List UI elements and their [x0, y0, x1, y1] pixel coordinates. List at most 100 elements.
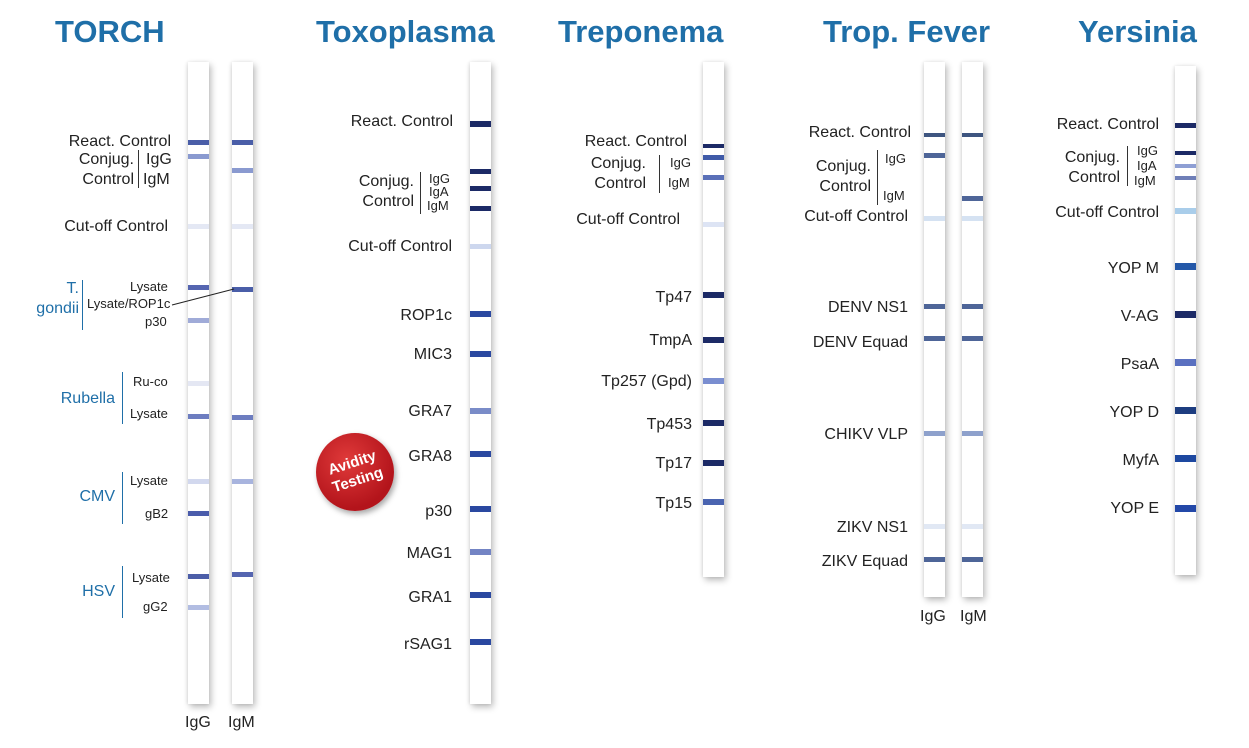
band-denv-equad [924, 336, 945, 341]
trop-fever-zikv-equad-label: ZIKV Equad [821, 553, 908, 570]
torch-rop1c-leader-line [171, 288, 235, 306]
torch-conjug-divider [138, 150, 139, 188]
band-cutoff [188, 224, 209, 229]
treponema-tp257-label: Tp257 (Gpd) [601, 373, 692, 390]
trop-fever-igg-strip-label: IgG [920, 608, 946, 625]
band-hsv-gg2 [188, 605, 209, 610]
treponema-cutoff-label: Cut-off Control [576, 211, 680, 228]
yersinia-myfa-label: MyfA [1122, 452, 1159, 469]
toxoplasma-p30-label: p30 [425, 503, 452, 520]
band-conjug-igg [188, 154, 209, 159]
treponema-control-label: Control [594, 175, 646, 192]
band-chikv-vlp [924, 431, 945, 436]
band-rubella-lysate [188, 414, 209, 419]
torch-igg-strip [188, 62, 209, 704]
torch-cmv-gb2-label: gB2 [145, 506, 169, 521]
torch-igm-strip-label: IgM [228, 714, 255, 731]
trop-fever-denv-equad-label: DENV Equad [812, 334, 908, 351]
band-denv-ns1 [962, 304, 983, 309]
band-react-control [703, 144, 724, 148]
trop-fever-react-control-label: React. Control [808, 124, 911, 141]
trop-fever-control-label: Control [819, 178, 871, 195]
band-react-control [962, 133, 983, 137]
band-conjug-iga [470, 186, 491, 191]
band-zikv-ns1 [962, 524, 983, 529]
band-tp257 [703, 378, 724, 384]
band-conjug-igm [470, 206, 491, 211]
treponema-tp453-label: Tp453 [646, 416, 692, 433]
band-cutoff [962, 216, 983, 221]
toxoplasma-mic3-label: MIC3 [413, 346, 452, 363]
band-conjug-igg [924, 153, 945, 158]
toxoplasma-title: Toxoplasma [316, 14, 495, 49]
toxoplasma-mag1-label: MAG1 [406, 545, 452, 562]
torch-cmv-bracket [122, 472, 123, 524]
torch-cutoff-label: Cut-off Control [64, 218, 168, 235]
trop-fever-igg-strip [924, 62, 945, 597]
trop-fever-igm-label: IgM [883, 188, 905, 203]
toxoplasma-cutoff-label: Cut-off Control [348, 238, 452, 255]
band-p30 [470, 506, 491, 512]
band-cutoff [1175, 208, 1196, 214]
band-tgondii-p30 [188, 318, 209, 323]
torch-tgondii-bracket [82, 280, 83, 330]
toxoplasma-react-control-label: React. Control [350, 113, 453, 130]
yersinia-conjug-label: Conjug. [1064, 149, 1120, 166]
yersinia-control-label: Control [1068, 169, 1120, 186]
band-mag1 [470, 549, 491, 555]
yersinia-igm-label: IgM [1134, 173, 1156, 188]
treponema-conjug-label: Conjug. [590, 155, 646, 172]
torch-rubella-label: Rubella [60, 390, 115, 407]
band-cutoff [470, 244, 491, 249]
torch-hsv-gg2-label: gG2 [143, 599, 168, 614]
band-tp453 [703, 420, 724, 426]
treponema-igg-label: IgG [670, 155, 691, 170]
treponema-conjug-divider [659, 155, 660, 193]
trop-fever-igm-strip [962, 62, 983, 597]
band-tgondii-lysate-rop1c [232, 287, 253, 292]
torch-tgondii-lysate-rop1c-label: Lysate/ROP1c [87, 296, 171, 311]
treponema-tp15-label: Tp15 [655, 495, 692, 512]
treponema-tp17-label: Tp17 [655, 455, 692, 472]
toxoplasma-iga-label: IgA [429, 184, 449, 199]
torch-tgondii-p30-label: p30 [145, 314, 167, 329]
band-rubella-ruco [188, 381, 209, 386]
trop-fever-conjug-divider [877, 150, 878, 205]
band-cmv-lysate [232, 479, 253, 484]
trop-fever-igg-label: IgG [885, 151, 906, 166]
band-tp47 [703, 292, 724, 298]
treponema-title: Treponema [558, 14, 724, 49]
band-chikv-vlp [962, 431, 983, 436]
band-conjug-iga [1175, 164, 1196, 168]
band-tp17 [703, 460, 724, 466]
yersinia-igg-label: IgG [1137, 143, 1158, 158]
treponema-igm-label: IgM [668, 175, 690, 190]
toxoplasma-igg-label: IgG [429, 171, 450, 186]
torch-cmv-label: CMV [79, 488, 115, 505]
band-cmv-lysate [188, 479, 209, 484]
torch-igg-label: IgG [146, 151, 172, 168]
trop-fever-conjug-label: Conjug. [815, 158, 871, 175]
yersinia-react-control-label: React. Control [1056, 116, 1159, 133]
yersinia-strip [1175, 66, 1196, 575]
band-denv-equad [962, 336, 983, 341]
band-tp15 [703, 499, 724, 505]
toxoplasma-conjug-divider [420, 172, 421, 214]
band-zikv-equad [924, 557, 945, 562]
band-conjug-igg [703, 155, 724, 160]
toxoplasma-rop1c-label: ROP1c [400, 307, 452, 324]
torch-igg-strip-label: IgG [185, 714, 211, 731]
band-hsv-lysate [232, 572, 253, 577]
trop-fever-denv-ns1-label: DENV NS1 [827, 299, 908, 316]
toxoplasma-gra7-label: GRA7 [408, 403, 452, 420]
torch-tgondii-label-1: T. [66, 280, 79, 297]
band-conjug-igg [1175, 151, 1196, 155]
band-cutoff [924, 216, 945, 221]
torch-igm-strip [232, 62, 253, 704]
band-conjug-igm [232, 168, 253, 173]
band-zikv-ns1 [924, 524, 945, 529]
band-rop1c [470, 311, 491, 317]
torch-ruco-label: Ru-co [133, 374, 168, 389]
torch-control-label: Control [82, 171, 134, 188]
torch-rubella-bracket [122, 372, 123, 424]
